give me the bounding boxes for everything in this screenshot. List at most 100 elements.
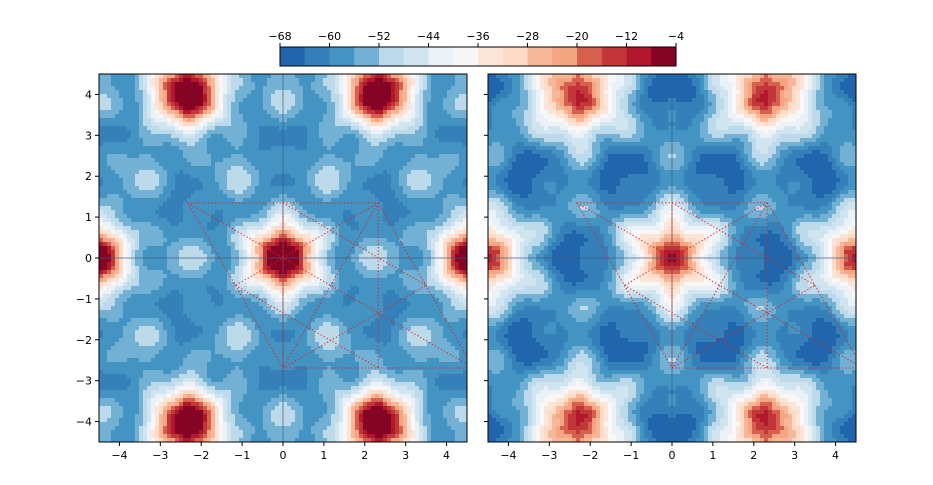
contour-cell	[115, 194, 120, 199]
contour-cell	[211, 194, 216, 199]
contour-cell	[427, 170, 432, 175]
contour-cell	[419, 226, 424, 231]
contour-cell	[115, 86, 120, 91]
contour-cell	[427, 234, 432, 239]
contour-cell	[395, 178, 400, 183]
contour-cell	[143, 178, 148, 183]
contour-cell	[295, 258, 300, 263]
contour-cell	[287, 282, 292, 287]
contour-cell	[395, 254, 400, 259]
contour-cell	[215, 162, 220, 167]
contour-cell	[259, 110, 264, 115]
contour-cell	[451, 206, 456, 211]
contour-cell	[295, 214, 300, 219]
contour-cell	[159, 186, 164, 191]
contour-cell	[419, 98, 424, 103]
contour-cell	[287, 286, 292, 291]
contour-cell	[171, 118, 176, 123]
contour-cell	[115, 102, 120, 107]
contour-cell	[323, 194, 328, 199]
contour-cell	[375, 142, 380, 147]
contour-cell	[295, 262, 300, 267]
contour-cell	[363, 186, 368, 191]
contour-cell	[127, 282, 132, 287]
contour-cell	[219, 126, 224, 131]
contour-cell	[283, 126, 288, 131]
contour-cell	[387, 178, 392, 183]
contour-cell	[391, 162, 396, 167]
contour-cell	[207, 150, 212, 155]
contour-cell	[447, 130, 452, 135]
contour-cell	[219, 170, 224, 175]
contour-cell	[415, 182, 420, 187]
contour-cell	[363, 122, 368, 127]
contour-cell	[347, 206, 352, 211]
contour-cell	[315, 138, 320, 143]
contour-cell	[391, 122, 396, 127]
contour-cell	[271, 242, 276, 247]
contour-cell	[279, 146, 284, 151]
contour-cell	[191, 146, 196, 151]
contour-cell	[127, 162, 132, 167]
contour-cell	[191, 78, 196, 83]
contour-cell	[139, 254, 144, 259]
contour-cell	[255, 274, 260, 279]
contour-cell	[431, 266, 436, 271]
contour-cell	[267, 174, 272, 179]
contour-cell	[143, 114, 148, 119]
contour-cell	[343, 86, 348, 91]
contour-cell	[243, 146, 248, 151]
contour-cell	[311, 186, 316, 191]
contour-cell	[195, 234, 200, 239]
contour-cell	[99, 166, 104, 171]
contour-cell	[371, 274, 376, 279]
contour-cell	[399, 250, 404, 255]
contour-cell	[243, 182, 248, 187]
contour-cell	[159, 82, 164, 87]
contour-cell	[223, 250, 228, 255]
contour-cell	[443, 102, 448, 107]
contour-cell	[355, 266, 360, 271]
contour-cell	[419, 274, 424, 279]
contour-cell	[351, 214, 356, 219]
contour-cell	[299, 234, 304, 239]
contour-cell	[271, 106, 276, 111]
contour-cell	[215, 238, 220, 243]
contour-cell	[147, 270, 152, 275]
contour-cell	[327, 242, 332, 247]
contour-cell	[135, 82, 140, 87]
contour-cell	[99, 102, 104, 107]
contour-cell	[243, 150, 248, 155]
contour-cell	[303, 174, 308, 179]
contour-cell	[239, 102, 244, 107]
contour-cell	[415, 262, 420, 267]
contour-cell	[311, 134, 316, 139]
contour-cell	[167, 86, 172, 91]
contour-cell	[179, 242, 184, 247]
contour-cell	[215, 126, 220, 131]
contour-cell	[287, 250, 292, 255]
contour-cell	[195, 114, 200, 119]
contour-cell	[323, 282, 328, 287]
contour-cell	[203, 218, 208, 223]
contour-cell	[131, 166, 136, 171]
contour-cell	[463, 106, 467, 111]
contour-cell	[195, 210, 200, 215]
contour-cell	[107, 246, 112, 251]
contour-cell	[211, 182, 216, 187]
contour-cell	[123, 258, 128, 263]
contour-cell	[155, 150, 160, 155]
contour-cell	[107, 114, 112, 119]
contour-cell	[275, 86, 280, 91]
contour-cell	[427, 134, 432, 139]
contour-cell	[223, 242, 228, 247]
contour-cell	[327, 78, 332, 83]
contour-cell	[447, 266, 452, 271]
contour-cell	[323, 142, 328, 147]
contour-cell	[435, 78, 440, 83]
contour-cell	[315, 158, 320, 163]
contour-cell	[439, 98, 444, 103]
contour-cell	[435, 178, 440, 183]
contour-cell	[219, 122, 224, 127]
contour-cell	[399, 222, 404, 227]
